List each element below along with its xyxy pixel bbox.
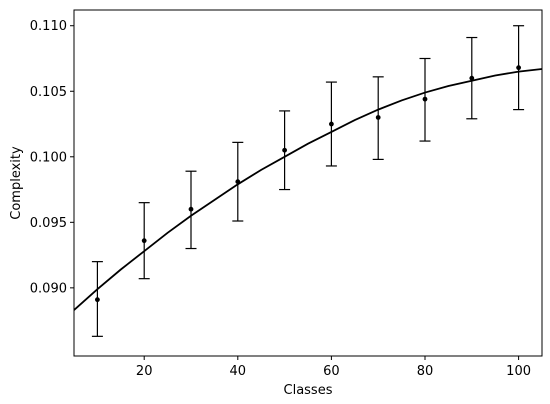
y-tick-label: 0.090 [30,281,67,296]
x-axis-label: Classes [284,383,333,398]
data-point [469,75,475,81]
y-tick-label: 0.100 [30,150,67,165]
y-tick-label: 0.095 [30,216,67,231]
y-tick-label: 0.110 [30,19,67,34]
x-tick-label: 100 [506,364,531,379]
data-point [422,96,428,102]
plot-area [74,25,542,337]
x-tick-label: 60 [323,364,340,379]
data-point [329,121,334,127]
axes-frame [73,9,543,357]
data-point [282,147,287,153]
data-point [188,206,194,212]
data-point [235,179,241,185]
fit-curve [74,68,542,311]
y-axis-ticks: 0.090 0.095 0.100 0.105 0.110 [30,19,74,296]
data-point [516,65,521,71]
y-tick-label: 0.105 [30,85,67,100]
data-point [375,115,381,120]
x-axis-ticks: 20 40 60 80 100 [136,356,531,379]
x-tick-label: 20 [136,364,153,379]
data-point [95,297,100,303]
x-tick-label: 40 [230,364,247,379]
y-axis-label: Complexity [9,146,24,220]
x-tick-label: 80 [417,364,434,379]
data-point [141,238,147,244]
